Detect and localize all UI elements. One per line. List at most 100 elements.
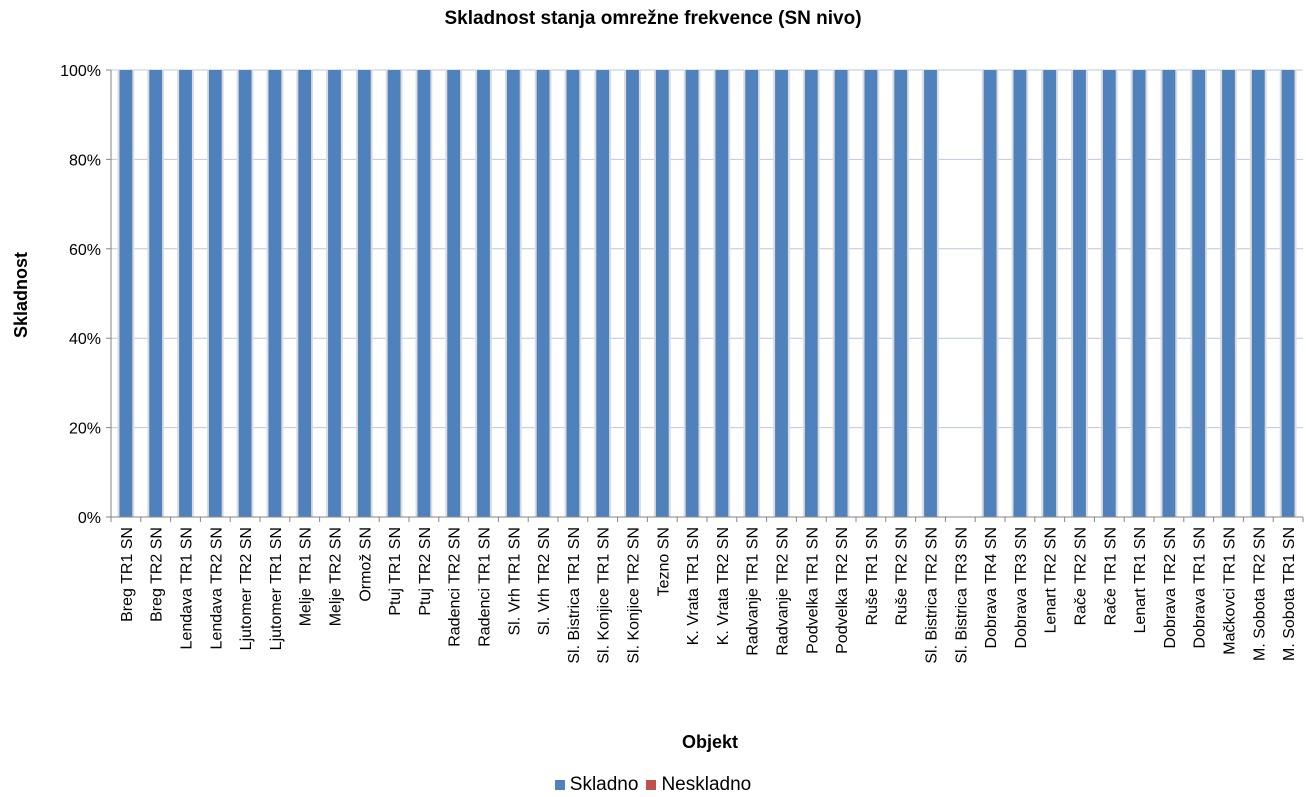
x-tick-label: Sl. Konjice TR2 SN — [626, 527, 643, 664]
bar-skladno — [1192, 70, 1206, 517]
x-tick-label: Breg TR2 SN — [149, 527, 166, 622]
x-tick-label: Podvelka TR1 SN — [804, 527, 821, 654]
bar-skladno — [536, 70, 550, 517]
bar-skladno — [685, 70, 699, 517]
y-tick-labels: 0% 20% 40% 60% 80% 100% — [60, 63, 101, 527]
bar-skladno — [834, 70, 848, 517]
x-tick-label: K. Vrata TR2 SN — [715, 527, 732, 645]
bar-skladno — [179, 70, 192, 517]
legend-label: Skladno — [569, 774, 639, 795]
x-tick-label: Rače TR2 SN — [1073, 527, 1090, 625]
legend-label: Neskladno — [661, 774, 752, 795]
x-tick-label: Melje TR1 SN — [298, 527, 315, 626]
legend-swatch — [646, 780, 657, 790]
bar-skladno — [477, 70, 490, 517]
x-tick-label: M. Sobota TR2 SN — [1251, 527, 1268, 661]
bar-skladno — [1013, 70, 1027, 517]
x-tick-label: Lenart TR1 SN — [1132, 527, 1149, 633]
x-tick-label: Lenart TR2 SN — [1043, 527, 1060, 633]
bar-skladno — [119, 70, 133, 517]
bar-skladno — [506, 70, 520, 517]
y-tick-label: 100% — [60, 63, 101, 80]
bar-skladno — [238, 70, 252, 517]
y-tick-label: 20% — [69, 421, 101, 438]
bar-skladno — [626, 70, 639, 517]
legend: Skladno Neskladno — [0, 774, 1306, 796]
bar-skladno — [745, 70, 759, 517]
bar-skladno — [566, 70, 580, 517]
axes — [106, 69, 1304, 522]
x-tick-label: Lendava TR1 SN — [179, 527, 196, 649]
x-tick-label: Dobrava TR4 SN — [983, 527, 1000, 649]
bar-skladno — [328, 70, 341, 517]
x-tick-label: Ormož SN — [357, 527, 374, 602]
x-tick-label: Breg TR1 SN — [119, 527, 136, 622]
y-tick-label: 60% — [69, 242, 101, 259]
x-tick-label: Radvanje TR1 SN — [745, 527, 762, 656]
x-tick-label: Sl. Bistrica TR2 SN — [924, 527, 941, 664]
legend-item-neskladno: Neskladno — [646, 774, 751, 796]
x-tick-label: Lendava TR2 SN — [208, 527, 225, 649]
bar-skladno — [1251, 70, 1265, 517]
x-tick-label: Sl. Vrh TR1 SN — [506, 527, 523, 635]
legend-swatch — [554, 780, 565, 790]
bar-skladno — [1102, 70, 1116, 517]
y-tick-label: 0% — [78, 510, 101, 527]
bar-skladno — [715, 70, 729, 517]
x-tick-label: Sl. Bistrica TR3 SN — [953, 527, 970, 664]
bar-skladno — [387, 70, 401, 517]
bar-skladno — [417, 70, 431, 517]
bar-skladno — [1043, 70, 1057, 517]
bar-skladno — [596, 70, 610, 517]
x-tick-label: Podvelka TR2 SN — [834, 527, 851, 654]
chart-title: Skladnost stanja omrežne frekvence (SN n… — [444, 8, 862, 29]
x-tick-label: M. Sobota TR1 SN — [1281, 527, 1298, 661]
bar-skladno — [447, 70, 461, 517]
bar-skladno — [655, 70, 669, 517]
bar-skladno — [983, 70, 997, 517]
x-tick-label: Radenci TR2 SN — [447, 527, 464, 647]
x-tick-label: Radenci TR1 SN — [477, 527, 494, 647]
x-tick-label: Tezno SN — [655, 527, 672, 596]
bar-skladno — [1162, 70, 1176, 517]
x-tick-label: Mačkovci TR1 SN — [1222, 527, 1239, 655]
x-tick-label: Dobrava TR1 SN — [1192, 527, 1209, 649]
bar-skladno — [1073, 70, 1086, 517]
bar-skladno — [208, 70, 222, 517]
bar-skladno — [298, 70, 312, 517]
x-axis-title: Objekt — [682, 732, 738, 752]
y-tick-label: 40% — [69, 331, 101, 348]
bar-skladno — [804, 70, 818, 517]
y-tick-label: 80% — [69, 152, 101, 169]
x-tick-label: Sl. Konjice TR1 SN — [596, 527, 613, 664]
bar-skladno — [149, 70, 163, 517]
x-tick-label: Sl. Vrh TR2 SN — [536, 527, 553, 635]
bars — [117, 70, 1297, 517]
x-tick-label: Ptuj TR2 SN — [417, 527, 434, 616]
bar-skladno — [894, 70, 908, 517]
x-tick-labels: Breg TR1 SN Breg TR2 SN Lendava TR1 SN Lend… — [119, 527, 1298, 664]
bar-skladno — [1132, 70, 1146, 517]
x-tick-label: Ljutomer TR2 SN — [238, 527, 255, 650]
x-tick-label: Ljutomer TR1 SN — [268, 527, 285, 650]
x-tick-label: Dobrava TR3 SN — [1013, 527, 1030, 649]
bar-skladno — [864, 70, 878, 517]
bar-skladno — [268, 70, 282, 517]
bar-skladno — [1222, 70, 1235, 517]
x-tick-label: Ruše TR1 SN — [864, 527, 881, 625]
x-tick-label: Sl. Bistrica TR1 SN — [566, 527, 583, 664]
legend-item-skladno: Skladno — [554, 774, 639, 796]
chart-area: 0% 20% 40% 60% 80% 100% Breg TR1 SN Breg TR2 S… — [11, 63, 1304, 752]
x-tick-label: Ptuj TR1 SN — [387, 527, 404, 616]
gridlines — [111, 69, 1303, 429]
x-tick-label: Ruše TR2 SN — [894, 527, 911, 625]
x-tick-label: Dobrava TR2 SN — [1162, 527, 1179, 649]
y-axis-title: Skladnost — [11, 252, 31, 338]
x-tick-label: Melje TR2 SN — [328, 527, 345, 626]
x-tick-label: Radvanje TR2 SN — [775, 527, 792, 656]
x-tick-label: Rače TR1 SN — [1102, 527, 1119, 625]
bar-skladno — [924, 70, 937, 517]
x-tick-label: K. Vrata TR1 SN — [685, 527, 702, 645]
bar-skladno — [1281, 70, 1295, 517]
bar-skladno — [775, 70, 788, 517]
